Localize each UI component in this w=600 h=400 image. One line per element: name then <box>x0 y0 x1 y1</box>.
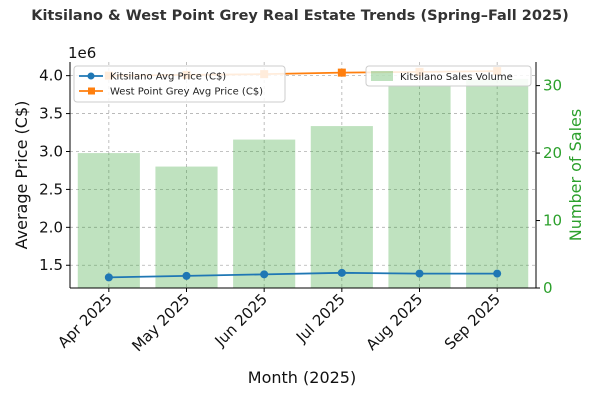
legend-right: Kitsilano Sales Volume <box>365 65 532 87</box>
x-tick-label-3: Jul 2025 <box>292 290 349 347</box>
legend-left-swatch-marker-0 <box>87 72 95 80</box>
x-tick-label-1: May 2025 <box>128 290 193 355</box>
y2-tick-label-2: 20 <box>543 144 562 162</box>
legend-right-label: Kitsilano Sales Volume <box>400 72 513 83</box>
y-tick-label-2: 2.5 <box>39 180 63 198</box>
y-tick-label-5: 4.0 <box>39 67 63 85</box>
bar-sales-5 <box>466 78 529 289</box>
point-series-0-5 <box>493 269 502 278</box>
legend-left: Kitsilano Avg Price (C$) West Point Grey … <box>73 65 286 103</box>
legend-right-box <box>365 65 532 87</box>
y-tick-label-1: 2.0 <box>39 218 63 236</box>
line-series-0 <box>108 271 498 279</box>
x-tick-label-0: Apr 2025 <box>54 290 115 351</box>
y-tick-label-4: 3.5 <box>39 105 63 123</box>
y2-axis-label: Number of Sales <box>566 109 585 241</box>
bar-sales-4 <box>388 85 451 288</box>
legend-left-swatch-marker-1 <box>88 87 95 95</box>
point-series-0-4 <box>415 269 424 278</box>
y-tick-label-0: 1.5 <box>39 256 63 274</box>
x-tick-label-2: Jun 2025 <box>211 290 271 350</box>
y2-tick-label-3: 30 <box>543 77 562 95</box>
point-series-0-0 <box>104 273 113 282</box>
bar-sales-0 <box>77 153 140 288</box>
y-axis-label: Average Price (C$) <box>12 101 31 250</box>
x-axis-label: Month (2025) <box>248 368 356 387</box>
legend-left-label-0: Kitsilano Avg Price (C$) <box>110 72 226 83</box>
y2-tick-label-0: 0 <box>543 279 553 297</box>
bars-layer <box>77 78 529 289</box>
legend-left-box <box>73 65 286 103</box>
x-tick-label-5: Sep 2025 <box>441 290 504 353</box>
point-series-0-1 <box>182 271 191 280</box>
legend-left-label-1: West Point Grey Avg Price (C$) <box>110 87 263 98</box>
legend-right-swatch <box>371 71 393 81</box>
y-axis-offset-text: 1e6 <box>68 44 96 62</box>
bar-sales-1 <box>155 166 218 288</box>
point-series-1-3 <box>337 68 346 77</box>
y-tick-label-3: 3.0 <box>39 142 63 160</box>
x-tick-label-4: Aug 2025 <box>363 290 427 354</box>
bar-sales-2 <box>233 139 296 288</box>
y2-tick-label-1: 10 <box>543 212 562 230</box>
point-series-0-2 <box>260 270 269 279</box>
bar-sales-3 <box>310 126 373 288</box>
chart-title: Kitsilano & West Point Grey Real Estate … <box>31 8 569 24</box>
point-series-0-3 <box>337 268 346 277</box>
